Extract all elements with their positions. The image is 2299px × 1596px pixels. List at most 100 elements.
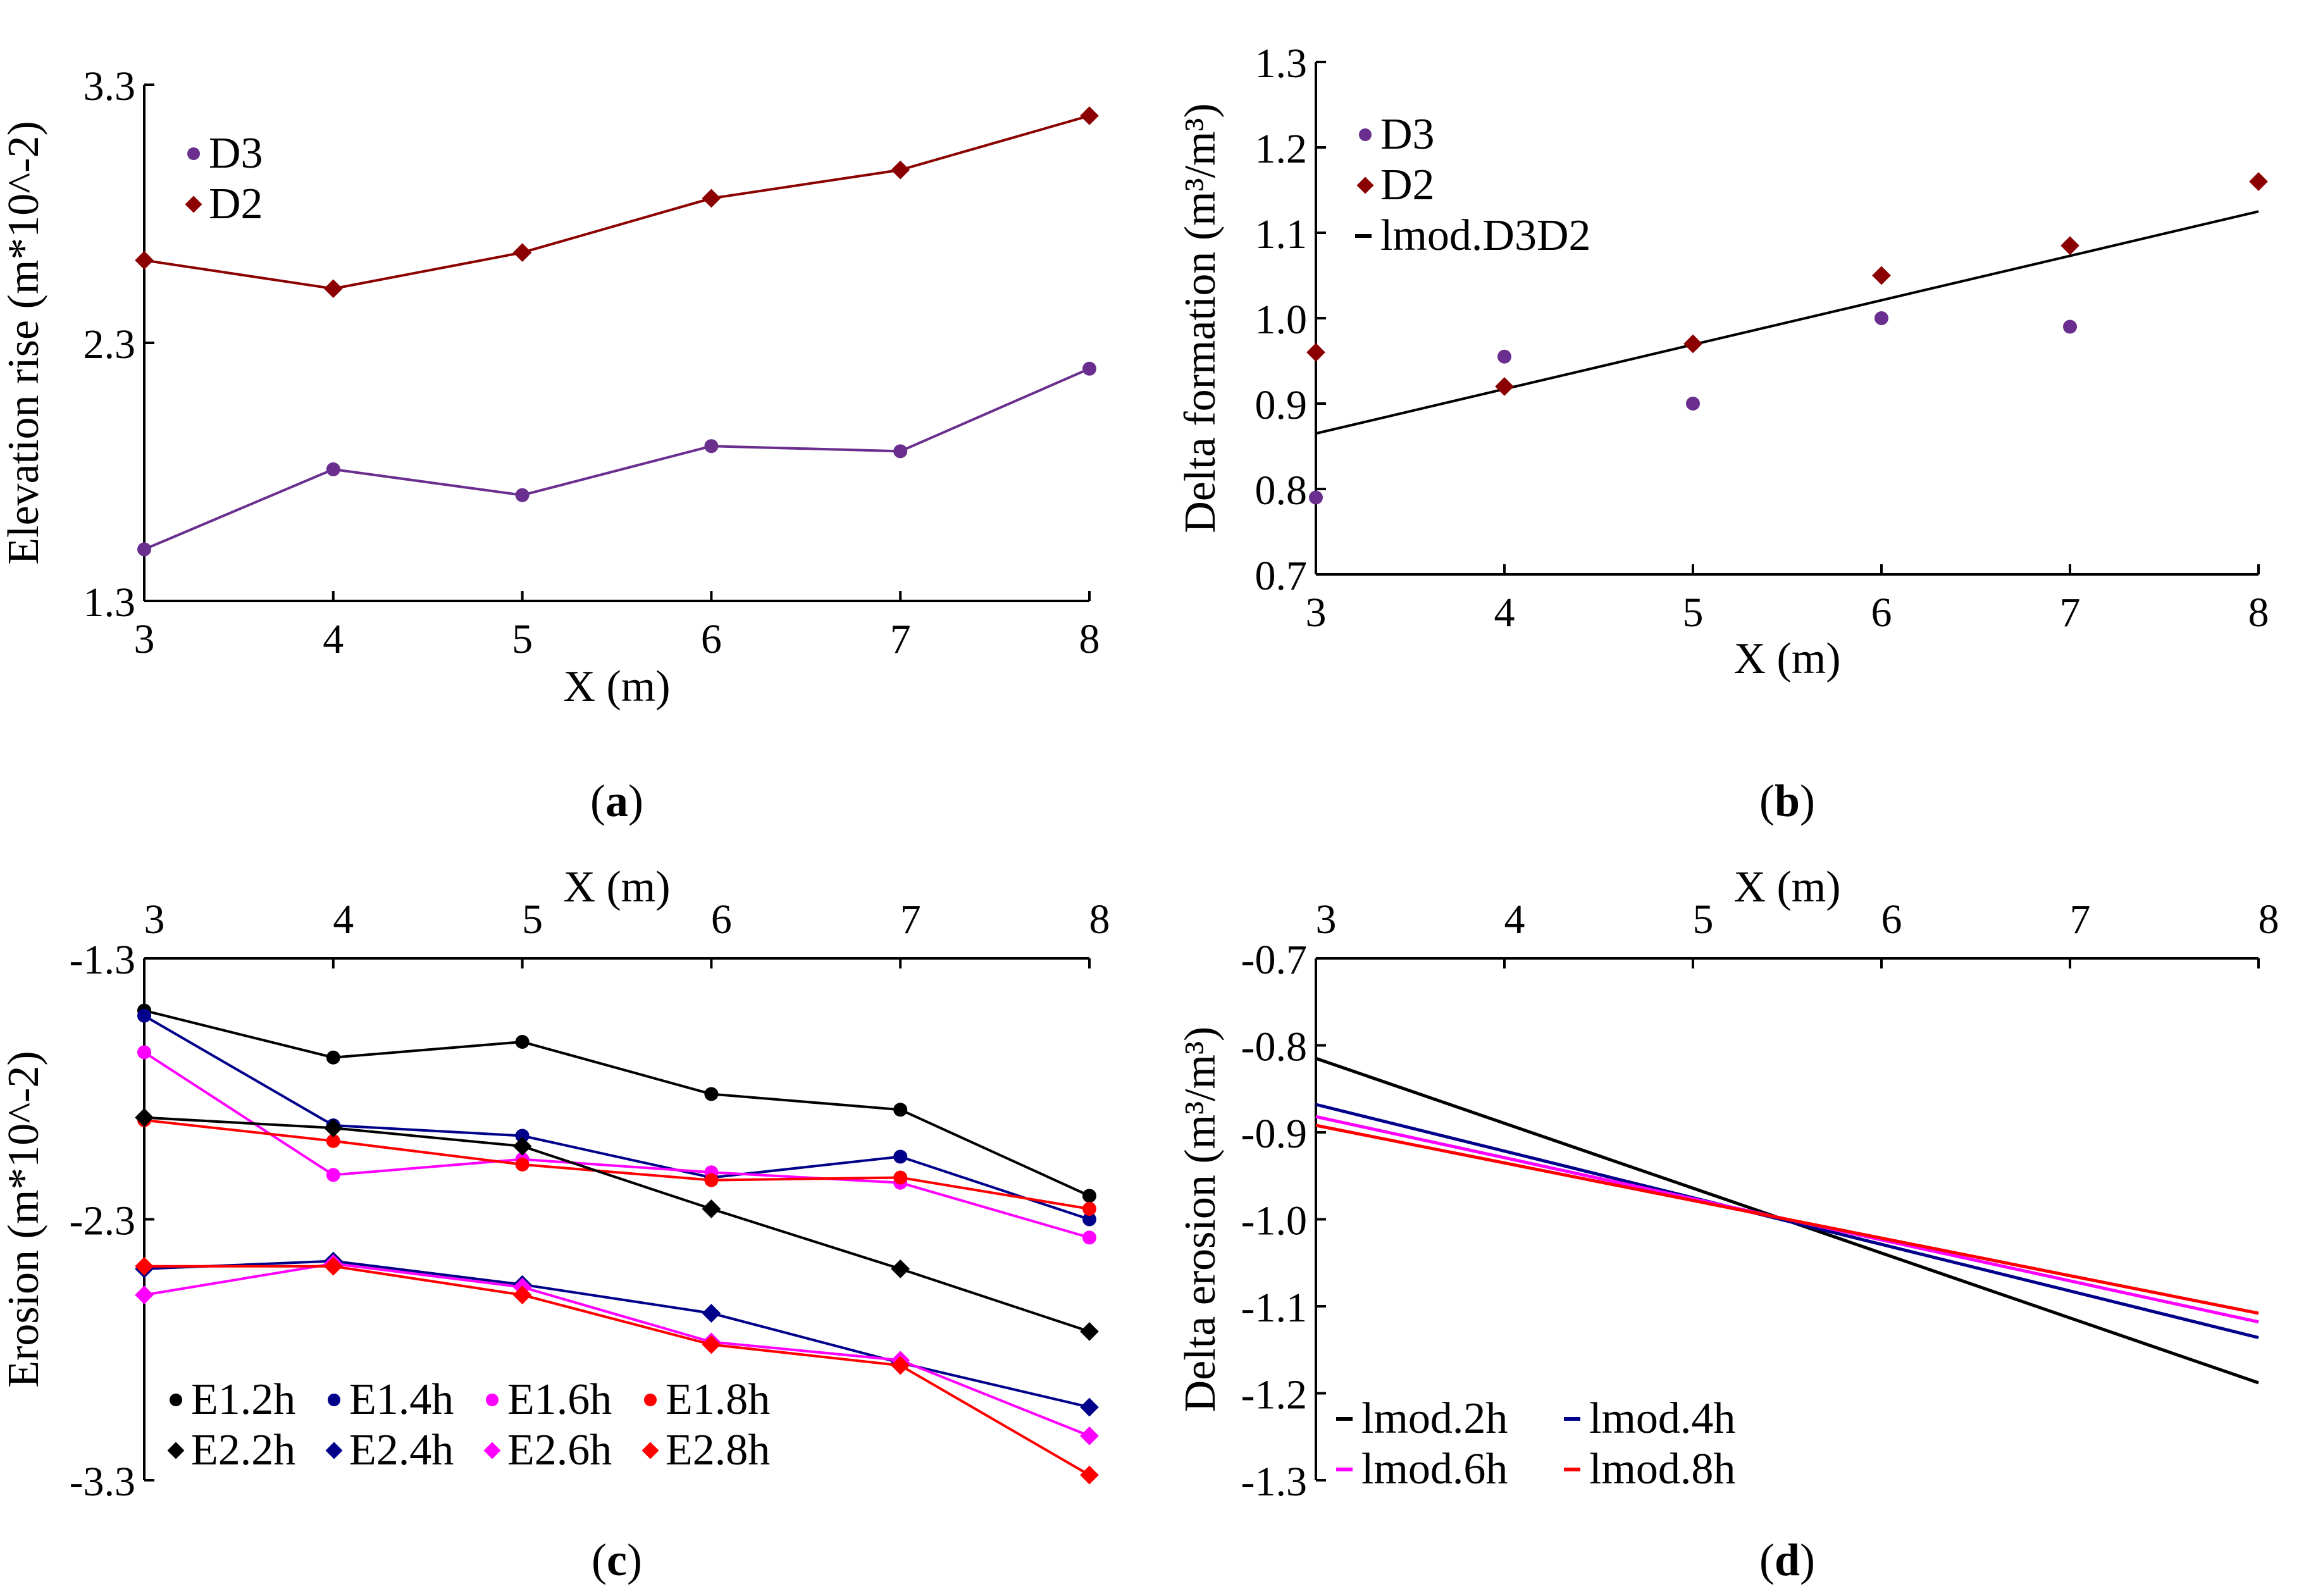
series-line-D3 [144,367,1090,551]
x-tick-label: 4 [323,616,344,662]
panel-label-open-paren: ( [592,1535,607,1585]
data-point-E1.8h [1082,1202,1096,1216]
panel-label-open-paren: ( [1759,776,1775,826]
data-point-E2.2h [1080,1322,1099,1341]
data-point-D2 [1683,334,1702,354]
data-point-E2.8h [1080,1465,1099,1485]
data-point-D3 [515,488,530,502]
legend-label: D3 [1380,110,1435,159]
legend-label: lmod.8h [1589,1445,1735,1494]
y-tick-label: -0.9 [1241,1111,1307,1157]
data-point-D3 [1082,361,1096,376]
data-point-D2 [702,189,721,208]
panel-label-letter: c [607,1535,627,1585]
data-point-D3 [1875,311,1888,325]
data-point-D2 [323,279,343,299]
data-point-E1.4h [1082,1212,1096,1227]
data-point-E1.4h [137,1008,151,1023]
panel-label-close-paren: ) [1800,776,1815,826]
series-line-E2.2h [144,1116,1090,1333]
x-tick-label: 6 [701,616,722,662]
x-tick-label: 3 [1316,896,1337,943]
legend-key-E2.4h [325,1442,343,1459]
data-point-E1.2h [326,1050,340,1065]
y-tick-label: -1.3 [70,937,135,983]
data-point-D3 [1309,490,1323,505]
data-point-E1.6h [326,1168,340,1182]
series-line-E1.8h [144,1118,1090,1210]
x-tick-label: 3 [144,896,165,943]
x-axis-label: X (m) [1733,863,1840,912]
data-point-E1.8h [893,1170,908,1185]
data-point-E2.8h [512,1285,532,1304]
x-axis-label: X (m) [563,662,670,711]
legend-key-E1.6h [486,1394,499,1406]
data-point-D3 [1497,349,1511,364]
x-axis-label: X (m) [1733,634,1840,683]
legend-label: lmod.D3D2 [1380,211,1591,260]
legend-label: E1.2h [191,1375,295,1424]
y-tick-label: 1.3 [84,579,136,626]
y-axis-label: Delta formation (m³/m³) [1176,103,1225,533]
data-point-E2.8h [135,1256,154,1276]
x-tick-label: 6 [1871,590,1892,636]
x-tick-label: 4 [333,896,354,943]
x-tick-label: 8 [2248,590,2269,636]
data-point-D2 [1306,343,1325,362]
data-point-D3 [326,462,340,476]
data-point-E2.4h [1080,1397,1099,1417]
y-tick-label: 1.3 [1255,40,1308,87]
legend-key-E2.2h [167,1442,185,1459]
legend-label: E1.4h [349,1375,454,1424]
data-point-D2 [135,251,154,270]
data-point-E1.2h [704,1087,719,1101]
legend-label: E1.8h [666,1375,770,1424]
data-point-E2.2h [891,1259,910,1278]
panel-b-delta-formation-chart: 3 4 5 6 7 8 0.7 0.8 0.9 1.0 1.1 1.2 1.3 X (m) Delta fo… [1176,40,2269,826]
series-line-E2.6h [144,1262,1090,1437]
data-point-E2.8h [323,1256,343,1276]
y-axis-label: Delta erosion (m³/m³) [1176,1027,1225,1413]
y-axis-label: Erosion (m*10^-2) [0,1051,48,1388]
legend-label: D3 [209,129,263,178]
x-tick-label: 5 [512,616,533,662]
data-point-E2.8h [891,1356,910,1375]
data-point-D3 [1686,397,1700,411]
legend-key-D3 [1359,128,1372,141]
data-point-D3 [704,439,719,454]
y-tick-label: 0.7 [1255,553,1308,599]
legend-label: lmod.6h [1361,1445,1508,1494]
x-tick-label: 6 [1881,896,1902,943]
panel-label-open-paren: ( [590,776,605,826]
data-point-D2 [1495,377,1514,396]
x-tick-label: 3 [134,616,155,662]
data-point-E1.2h [515,1035,530,1049]
series-line-E2.4h [144,1259,1090,1409]
data-point-E2.4h [702,1304,721,1323]
panel-label-open-paren: ( [1759,1535,1775,1585]
data-point-E2.6h [135,1285,154,1304]
legend-key-E2.8h [641,1442,659,1459]
data-point-E2.2h [135,1108,154,1127]
x-tick-label: 5 [1693,896,1714,943]
data-point-E1.4h [515,1129,530,1143]
data-point-D3 [893,444,908,459]
y-tick-label: 0.9 [1255,382,1308,428]
data-point-E1.8h [326,1134,340,1148]
legend-key-E1.8h [644,1394,657,1406]
legend-key-D2 [1356,176,1374,194]
data-point-D2 [2249,172,2268,191]
y-tick-label: -1.0 [1241,1198,1307,1244]
data-point-D2 [2060,236,2079,256]
panel-label-close-paren: ) [627,1535,642,1585]
y-tick-label: -0.8 [1241,1024,1307,1070]
x-tick-label: 7 [890,616,911,662]
panel-label: (b) [1759,776,1815,826]
data-point-D2 [1080,106,1099,125]
legend-key-E1.2h [170,1394,182,1406]
legend-label: lmod.2h [1361,1394,1508,1443]
panel-label-letter: b [1775,776,1800,826]
x-tick-label: 8 [1079,616,1100,662]
series-line-E1.6h [143,1051,1090,1239]
series-line-D2 [144,114,1090,290]
